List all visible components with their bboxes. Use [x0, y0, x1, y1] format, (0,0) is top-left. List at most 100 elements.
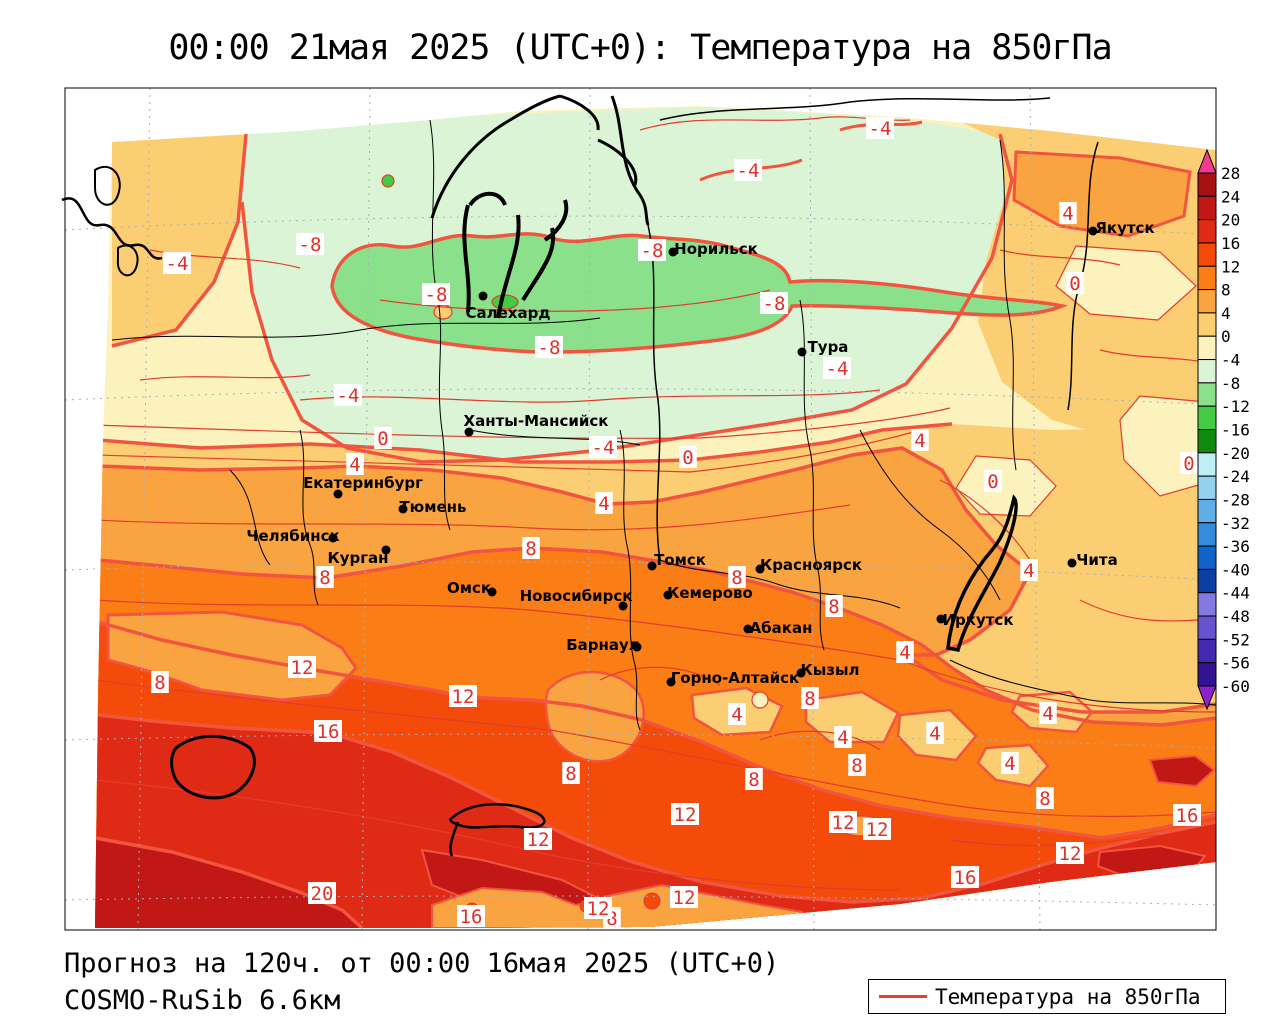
colorbar-cell: [1198, 383, 1216, 406]
model-name: COSMO-RuSib 6.6км: [64, 985, 340, 1016]
colorbar-cell: [1198, 430, 1216, 453]
colorbar-tick-label: 28: [1221, 164, 1240, 183]
city-label: Тюмень: [399, 498, 466, 516]
city-label: Кемерово: [667, 584, 753, 602]
colorbar-cell: [1198, 406, 1216, 429]
weather-map-page: { "title": "00:00 21мая 2025 (UTC+0): Те…: [0, 0, 1280, 1024]
legend-label: Температура на 850гПа: [935, 985, 1201, 1009]
city-label: Ханты-Мансийск: [464, 412, 609, 430]
city-label: Якутск: [1095, 219, 1154, 237]
contour-label: 4: [1042, 703, 1053, 725]
city-label: Чита: [1076, 551, 1117, 569]
contour-label: 8: [804, 688, 815, 710]
city-label: Омск: [447, 579, 491, 597]
contour-label: 12: [452, 686, 475, 708]
contour-label: 4: [837, 727, 848, 749]
colorbar-tick-label: -20: [1221, 444, 1250, 463]
contour-label: -4: [869, 118, 892, 140]
city-dot: [1068, 559, 1077, 568]
colorbar-tick-label: -36: [1221, 537, 1250, 556]
contour-label: 0: [377, 428, 388, 450]
contour-label: 0: [1183, 453, 1194, 475]
colorbar-cell: [1198, 616, 1216, 639]
contour-label: 4: [899, 642, 910, 664]
contour-label: -8: [641, 240, 664, 262]
colorbar-tick-label: 24: [1221, 187, 1240, 206]
contour-label: -4: [166, 253, 189, 275]
city-label: Салехард: [466, 304, 551, 322]
colorbar-tick-label: -24: [1221, 467, 1250, 486]
city-label: Кызыл: [800, 661, 859, 679]
contour-label: 8: [851, 755, 862, 777]
colorbar-tick-label: 16: [1221, 234, 1240, 253]
contour-label: 4: [929, 723, 940, 745]
contour-label: 4: [914, 430, 925, 452]
map-title: 00:00 21мая 2025 (UTC+0): Температура на…: [0, 28, 1280, 68]
city-label: Абакан: [750, 619, 813, 637]
colorbar-tick-label: -48: [1221, 607, 1250, 626]
contour-label: 8: [319, 567, 330, 589]
contour-label: 12: [832, 812, 855, 834]
colorbar-tick-label: 12: [1221, 257, 1240, 276]
colorbar-cell: [1198, 220, 1216, 243]
colorbar-tick-label: 20: [1221, 211, 1240, 230]
city-label: Красноярск: [760, 556, 862, 574]
colorbar-tick-label: -16: [1221, 421, 1250, 440]
colorbar-cell: [1198, 336, 1216, 359]
city-label: Горно-Алтайск: [671, 669, 800, 687]
colorbar-cell: [1198, 593, 1216, 616]
contour-label: -8: [538, 337, 561, 359]
contour-label: -4: [592, 437, 615, 459]
contour-label: 12: [291, 657, 314, 679]
contour-label: 0: [1069, 273, 1080, 295]
colorbar-cell: [1198, 663, 1216, 686]
colorbar-cell: [1198, 290, 1216, 313]
contour-label: -8: [299, 234, 322, 256]
colorbar-cell: [1198, 499, 1216, 522]
contour-label: -4: [337, 385, 360, 407]
contour-label: 4: [1023, 560, 1034, 582]
contour-label: 16: [317, 721, 340, 743]
contour-label: 8: [154, 672, 165, 694]
city-label: Томск: [654, 551, 706, 569]
colorbar-cell: [1198, 476, 1216, 499]
colorbar-tick-label: -8: [1221, 374, 1240, 393]
colorbar-cell: [1198, 639, 1216, 662]
contour-label: 12: [587, 898, 610, 920]
colorbar-tick-label: -56: [1221, 654, 1250, 673]
contour-label: 12: [527, 829, 550, 851]
colorbar-tick-label: 4: [1221, 304, 1231, 323]
colorbar-cell: [1198, 243, 1216, 266]
contour-label: -8: [425, 284, 448, 306]
colorbar-tick-label: 8: [1221, 281, 1231, 300]
contour-label: -4: [826, 358, 849, 380]
colorbar-tick-label: -40: [1221, 560, 1250, 579]
colorbar-tick-label: -4: [1221, 351, 1240, 370]
colorbar-cell: [1198, 523, 1216, 546]
colorbar-cell: [1198, 546, 1216, 569]
contour-label: 4: [598, 493, 609, 515]
contour-label: 12: [866, 819, 889, 841]
contour-label: 16: [954, 867, 977, 889]
contour-label: 20: [311, 883, 334, 905]
city-label: Тура: [808, 338, 849, 356]
contour-label: 16: [460, 906, 483, 928]
city-label: Курган: [327, 549, 388, 567]
contour-label: 4: [349, 454, 360, 476]
colorbar-cell: [1198, 173, 1216, 196]
contour-label: 8: [1039, 788, 1050, 810]
city-label: Иркутск: [942, 611, 1013, 629]
city-label: Новосибирск: [520, 587, 633, 605]
contour-label: 12: [673, 887, 696, 909]
contour-label: 0: [682, 447, 693, 469]
contour-label: -8: [763, 293, 786, 315]
map-canvas: -4-4-4-4-4-4-8-8-8-8-8000004444444444488…: [0, 0, 1280, 1024]
city-label: Екатеринбург: [303, 474, 423, 492]
colorbar-tick-label: -32: [1221, 514, 1250, 533]
city-label: Челябинск: [246, 527, 339, 545]
contour-label: 8: [565, 763, 576, 785]
colorbar-tick-label: 0: [1221, 327, 1231, 346]
contour-label: 12: [1059, 843, 1082, 865]
contour-label: 8: [525, 538, 536, 560]
colorbar-cell: [1198, 360, 1216, 383]
